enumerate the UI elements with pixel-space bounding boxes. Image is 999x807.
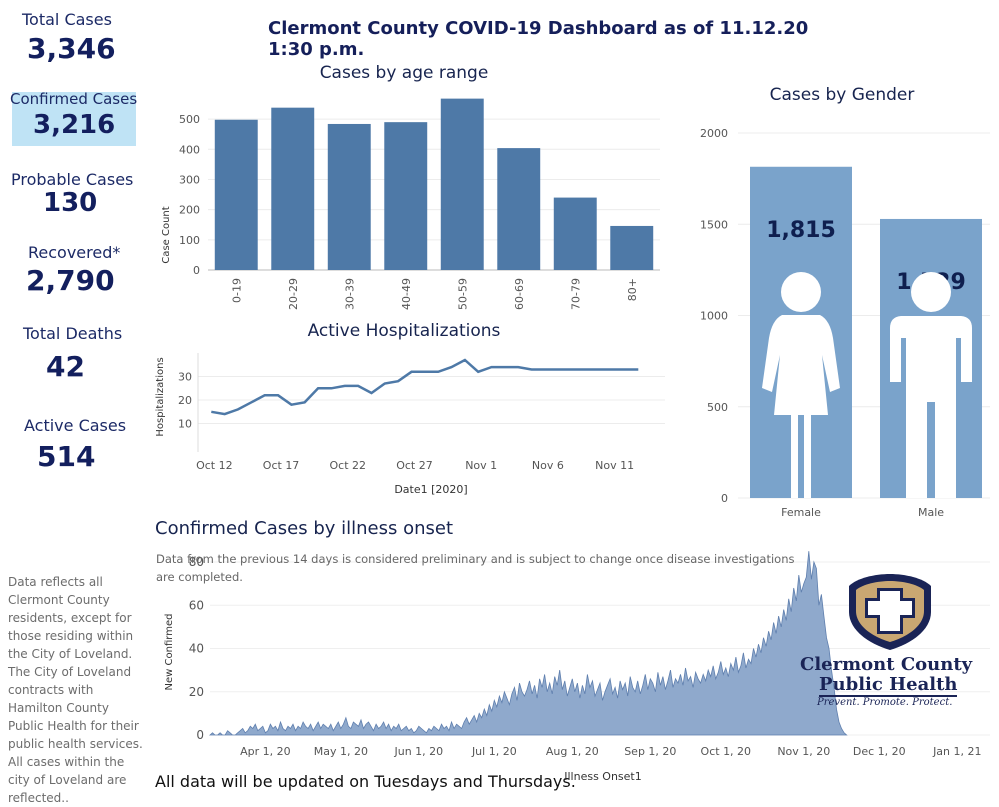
hosp-ytick-label: 20 bbox=[178, 394, 192, 407]
age-bar-70-79[interactable] bbox=[553, 197, 597, 270]
confirmed-cases-label: Confirmed Cases bbox=[10, 90, 138, 108]
gender-xtick-label: Male bbox=[918, 506, 944, 519]
age-chart-ylabel: Case Count bbox=[161, 206, 172, 263]
hosp-chart-ylabel: Hospitalizations bbox=[155, 357, 166, 436]
hospitalizations-series-line bbox=[211, 358, 639, 416]
onset-xtick-label: Jun 1, 20 bbox=[393, 745, 443, 758]
hosp-xtick-label: Nov 1 bbox=[465, 459, 497, 472]
hosp-chart-xlabel: Date1 [2020] bbox=[394, 483, 467, 496]
onset-chart-title: Confirmed Cases by illness onset bbox=[155, 518, 453, 539]
age-bar-60-69[interactable] bbox=[497, 148, 541, 270]
age-xtick-label: 20-29 bbox=[287, 278, 300, 310]
gender-xtick-label: Female bbox=[781, 506, 821, 519]
logo-tagline: Prevent. Promote. Protect. bbox=[817, 697, 953, 708]
probable-cases-value: 130 bbox=[43, 188, 98, 218]
public-health-logo: Clermont County Public Health Prevent. P… bbox=[795, 570, 980, 710]
onset-xtick-label: Apr 1, 20 bbox=[240, 745, 291, 758]
age-xtick-label: 60-69 bbox=[513, 278, 526, 310]
age-bar-40-49[interactable] bbox=[384, 122, 428, 270]
hosp-chart-title: Active Hospitalizations bbox=[308, 321, 501, 341]
onset-xtick-label: Aug 1, 20 bbox=[546, 745, 599, 758]
side-note: Data reflects all Clermont County reside… bbox=[8, 575, 143, 805]
probable-cases-label: Probable Cases bbox=[11, 170, 134, 189]
recovered-value: 2,790 bbox=[26, 264, 115, 297]
onset-ytick-label: 20 bbox=[189, 685, 204, 699]
age-chart-title: Cases by age range bbox=[320, 63, 489, 83]
age-xtick-label: 50-59 bbox=[456, 278, 469, 310]
age-xtick-label: 70-79 bbox=[569, 278, 582, 310]
age-ytick-label: 500 bbox=[179, 113, 200, 126]
onset-ytick-label: 60 bbox=[189, 598, 204, 612]
onset-ytick-label: 80 bbox=[189, 555, 204, 569]
onset-xtick-label: Jan 1, 21 bbox=[932, 745, 981, 758]
recovered-label: Recovered* bbox=[28, 243, 121, 262]
hosp-xtick-label: Nov 6 bbox=[532, 459, 564, 472]
onset-xtick-label: Dec 1, 20 bbox=[853, 745, 906, 758]
age-xtick-label: 0-19 bbox=[230, 278, 243, 303]
hosp-ytick-label: 10 bbox=[178, 418, 192, 431]
hosp-ytick-label: 30 bbox=[178, 371, 192, 384]
age-bar-20-29[interactable] bbox=[271, 107, 315, 270]
age-bar-50-59[interactable] bbox=[440, 98, 484, 270]
gender-ytick-label: 2000 bbox=[700, 127, 728, 140]
onset-ytick-label: 40 bbox=[189, 642, 204, 656]
onset-area-series bbox=[208, 551, 848, 736]
age-bar-80+[interactable] bbox=[610, 225, 654, 270]
onset-xtick-label: May 1, 20 bbox=[314, 745, 368, 758]
active-cases-label: Active Cases bbox=[24, 416, 127, 435]
gender-ytick-label: 0 bbox=[721, 492, 728, 505]
hosp-xtick-label: Nov 11 bbox=[595, 459, 634, 472]
onset-xtick-label: Jul 1, 20 bbox=[471, 745, 517, 758]
age-range-chart: Cases by age range Case Count 0-19 20-29 3… bbox=[161, 63, 660, 310]
onset-xtick-label: Nov 1, 20 bbox=[777, 745, 830, 758]
hosp-xtick-label: Oct 27 bbox=[396, 459, 433, 472]
age-ytick-label: 400 bbox=[179, 143, 200, 156]
logo-name-line2: Public Health bbox=[819, 674, 958, 697]
gender-chart: Cases by Gender 1,8151,529 0500100015002… bbox=[700, 85, 990, 519]
total-cases-value: 3,346 bbox=[27, 32, 116, 65]
shield-icon bbox=[849, 574, 931, 650]
illness-onset-chart: Confirmed Cases by illness onset Apr 1, … bbox=[155, 518, 990, 783]
onset-xtick-label: Oct 1, 20 bbox=[701, 745, 752, 758]
confirmed-cases-value: 3,216 bbox=[33, 110, 116, 140]
gender-data-label: 1,815 bbox=[766, 218, 836, 243]
age-ytick-label: 100 bbox=[179, 234, 200, 247]
age-xtick-label: 30-39 bbox=[343, 278, 356, 310]
hosp-xtick-label: Oct 22 bbox=[330, 459, 367, 472]
active-cases-value: 514 bbox=[37, 440, 96, 473]
age-ytick-label: 200 bbox=[179, 204, 200, 217]
logo-name-line1: Clermont County bbox=[800, 654, 973, 675]
age-xtick-label: 80+ bbox=[626, 278, 639, 301]
age-xtick-label: 40-49 bbox=[400, 278, 413, 310]
age-bar-0-19[interactable] bbox=[214, 119, 258, 270]
gender-ytick-label: 1000 bbox=[700, 310, 728, 323]
onset-xtick-label: Sep 1, 20 bbox=[624, 745, 676, 758]
onset-chart-xlabel: Illness Onset1 bbox=[564, 770, 642, 783]
dashboard-title: Clermont County COVID-19 Dashboard as of… bbox=[268, 18, 809, 60]
onset-chart-subtitle: Data from the previous 14 days is consid… bbox=[156, 552, 795, 584]
onset-chart-ylabel: New Confirmed bbox=[164, 614, 175, 691]
gender-chart-title: Cases by Gender bbox=[770, 85, 915, 105]
total-deaths-label: Total Deaths bbox=[23, 324, 123, 343]
gender-ytick-label: 500 bbox=[707, 401, 728, 414]
hosp-xtick-label: Oct 12 bbox=[196, 459, 233, 472]
age-ytick-label: 0 bbox=[193, 264, 200, 277]
age-bar-30-39[interactable] bbox=[327, 123, 371, 270]
footer-note: All data will be updated on Tuesdays and… bbox=[155, 772, 576, 791]
onset-ytick-label: 0 bbox=[196, 728, 204, 742]
confirmed-cases-card bbox=[12, 92, 136, 146]
male-icon bbox=[890, 272, 972, 498]
gender-ytick-label: 1500 bbox=[700, 218, 728, 231]
age-ytick-label: 300 bbox=[179, 173, 200, 186]
hosp-xtick-label: Oct 17 bbox=[263, 459, 300, 472]
female-icon bbox=[762, 272, 840, 498]
total-cases-label: Total Cases bbox=[22, 10, 112, 29]
total-deaths-value: 42 bbox=[46, 350, 85, 383]
hospitalizations-chart: Active Hospitalizations Hospitalizations… bbox=[155, 321, 665, 496]
